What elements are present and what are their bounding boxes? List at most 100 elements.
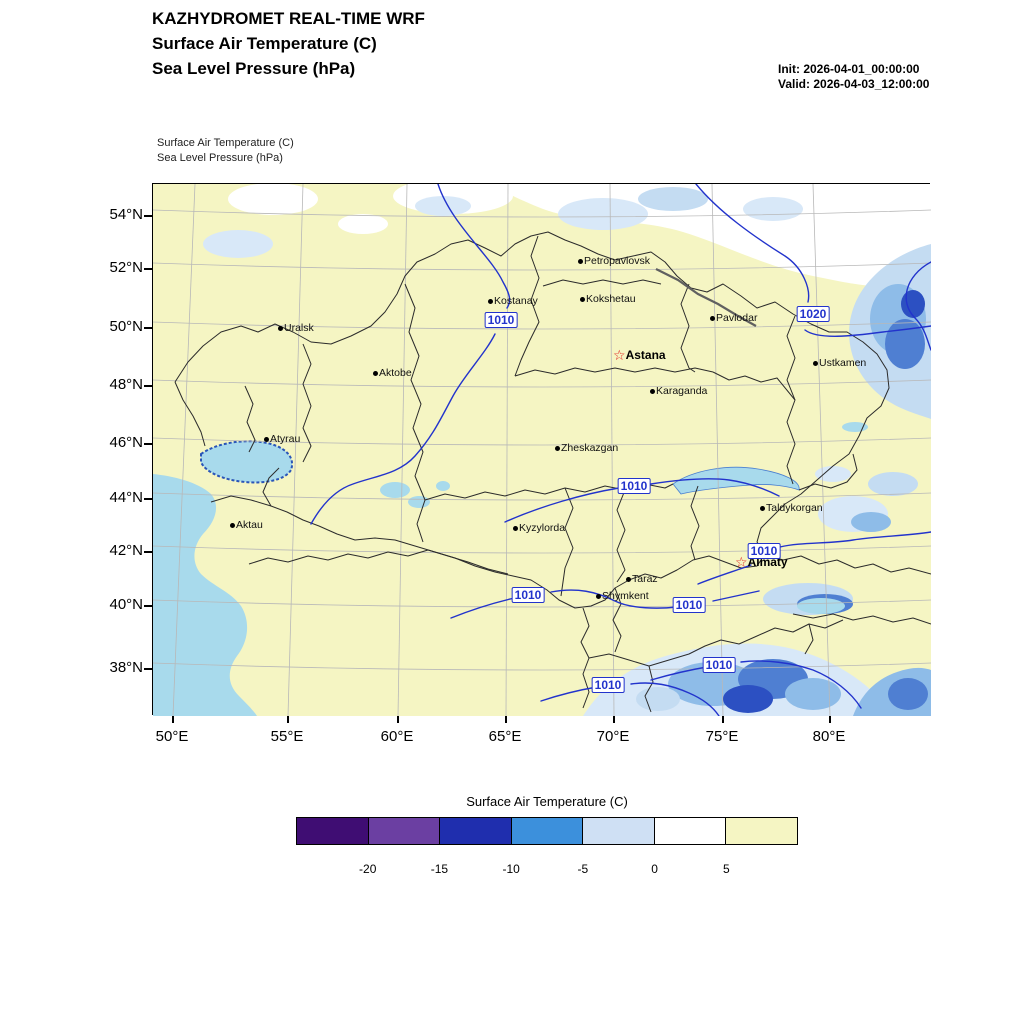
city-label: Aktau	[236, 519, 263, 531]
city-kokshetau: Kokshetau	[580, 293, 636, 305]
city-uralsk: Uralsk	[278, 322, 314, 334]
foreign-border	[588, 619, 844, 667]
colorbar-segment	[725, 818, 798, 844]
pressure-contour-label: 1010	[672, 597, 706, 613]
colorbar-tick-label: -5	[577, 862, 589, 876]
colorbar-tick-label: -20	[359, 862, 377, 876]
colorbar-segment	[582, 818, 654, 844]
map-caption-temperature: Surface Air Temperature (C)	[157, 137, 294, 149]
city-petropavlovsk: Petropavlovsk	[578, 255, 650, 267]
oblast-boundary	[798, 453, 858, 491]
graticule	[153, 184, 931, 716]
aral-sea	[380, 482, 410, 498]
city-shymkent: Shymkent	[596, 590, 649, 602]
city-label: Karaganda	[656, 385, 708, 397]
city-label: Zheskazgan	[561, 442, 619, 454]
pressure-contour-label: 1010	[747, 543, 781, 559]
dot-marker-icon	[373, 370, 378, 376]
city-label: Ustkamen	[819, 357, 867, 369]
lon-tick-label: 50°E	[155, 728, 189, 745]
lon-tick-mark	[287, 716, 289, 723]
colorbar-segment	[439, 818, 511, 844]
city-label: Shymkent	[602, 590, 649, 602]
lon-tick-label: 70°E	[596, 728, 630, 745]
pressure-contour-label: 1010	[591, 677, 625, 693]
dot-marker-icon	[626, 576, 631, 582]
lat-tick-label: 38°N	[109, 659, 143, 676]
lon-tick-mark	[505, 716, 507, 723]
lat-tick-mark	[144, 268, 152, 270]
lon-tick-label: 75°E	[705, 728, 739, 745]
temperature-colorbar	[296, 817, 798, 845]
lon-tick-mark	[172, 716, 174, 723]
map-caption-pressure: Sea Level Pressure (hPa)	[157, 152, 283, 164]
oblast-boundary	[210, 495, 272, 507]
lat-tick-label: 40°N	[109, 596, 143, 613]
city-kostanay: Kostanay	[488, 295, 538, 307]
page-subtitle-pressure: Sea Level Pressure (hPa)	[152, 59, 356, 78]
lon-tick-label: 65°E	[488, 728, 522, 745]
city-label: Pavlodar	[716, 312, 758, 324]
dot-marker-icon	[710, 315, 715, 321]
map-captions: Surface Air Temperature (C) Sea Level Pr…	[157, 136, 294, 166]
lat-tick-mark	[144, 668, 152, 670]
pressure-contour-label: 1010	[617, 478, 651, 494]
colorbar-tick-label: -15	[430, 862, 449, 876]
colorbar-tick-label: 0	[651, 862, 658, 876]
city-zheskazgan: Zheskazgan	[555, 442, 618, 454]
city-aktobe: Aktobe	[373, 367, 412, 379]
lat-tick-mark	[144, 605, 152, 607]
city-label: Petropavlovsk	[584, 255, 650, 267]
city-label: Kyzylorda	[519, 522, 566, 534]
oblast-boundary	[404, 283, 426, 543]
foreign-border	[764, 553, 931, 575]
dot-marker-icon	[596, 593, 601, 599]
dot-marker-icon	[813, 360, 818, 366]
init-time: Init: 2026-04-01_00:00:00	[778, 62, 920, 76]
page-title: KAZHYDROMET REAL-TIME WRF	[152, 9, 425, 28]
administrative-boundaries	[174, 231, 931, 713]
russia-border-segment	[655, 268, 757, 327]
foreign-border	[644, 665, 654, 713]
star-marker-icon: ☆	[735, 554, 748, 570]
dot-marker-icon	[555, 445, 560, 451]
map-graphic	[153, 184, 931, 716]
colorbar-tick-label: 5	[722, 862, 730, 876]
city-label: Taraz	[632, 573, 658, 585]
dot-marker-icon	[264, 436, 269, 442]
oblast-boundary	[560, 487, 574, 597]
colorbar-title: Surface Air Temperature (C)	[466, 794, 628, 809]
lat-tick-mark	[144, 385, 152, 387]
kazakhstan-border	[174, 231, 890, 609]
valid-time: Valid: 2026-04-03_12:00:00	[778, 77, 930, 91]
foreign-border	[612, 587, 622, 653]
pressure-contour-label: 1010	[484, 312, 518, 328]
lon-tick-mark	[613, 716, 615, 723]
oblast-boundary	[514, 235, 540, 377]
lat-tick-label: 46°N	[109, 434, 143, 451]
lat-tick-mark	[144, 327, 152, 329]
lat-tick-mark	[144, 498, 152, 500]
title-block: KAZHYDROMET REAL-TIME WRF Surface Air Te…	[152, 6, 425, 81]
oblast-boundary	[690, 485, 700, 561]
city-label: Atyrau	[270, 433, 301, 445]
lat-tick-label: 54°N	[109, 206, 143, 223]
oblast-boundary	[680, 283, 696, 373]
dot-marker-icon	[650, 388, 655, 394]
oblast-boundary	[514, 367, 714, 377]
page-subtitle-temperature: Surface Air Temperature (C)	[152, 34, 377, 53]
foreign-border	[248, 549, 509, 575]
lat-tick-mark	[144, 443, 152, 445]
colorbar-tick-labels: -20 -15 -10 -5 0 5	[296, 862, 798, 878]
west-border-segment	[174, 381, 206, 447]
foreign-border	[804, 623, 814, 655]
oblast-boundary	[244, 385, 256, 453]
lat-tick-label: 44°N	[109, 489, 143, 506]
foreign-border	[792, 613, 931, 625]
city-label: Astana	[625, 348, 666, 362]
dot-marker-icon	[580, 296, 585, 302]
dot-marker-icon	[230, 522, 235, 528]
pressure-contour-label: 1020	[796, 306, 830, 322]
colorbar-segment	[510, 818, 583, 844]
